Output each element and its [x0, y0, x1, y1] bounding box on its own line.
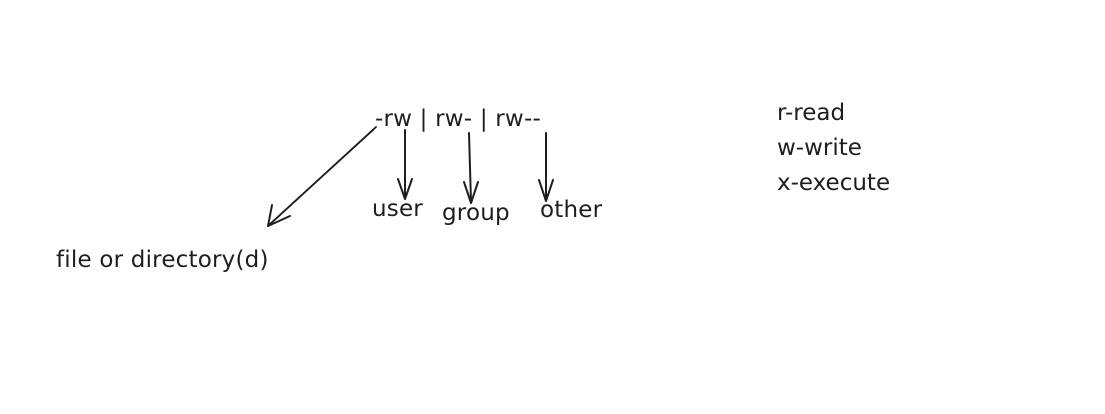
arrowhead-file-type	[267, 204, 291, 227]
permissions-string: -rw | rw- | rw--	[375, 106, 541, 132]
legend-read: r-read	[777, 100, 846, 126]
label-file-type: file or directory(d)	[56, 247, 269, 273]
label-user: user	[372, 196, 423, 222]
permission-legend: r-read w-write x-execute	[777, 96, 890, 201]
label-other: other	[540, 197, 603, 223]
label-group: group	[442, 200, 510, 226]
legend-write: w-write	[777, 135, 862, 161]
legend-execute: x-execute	[777, 170, 891, 196]
arrow-to-group	[468, 132, 472, 203]
